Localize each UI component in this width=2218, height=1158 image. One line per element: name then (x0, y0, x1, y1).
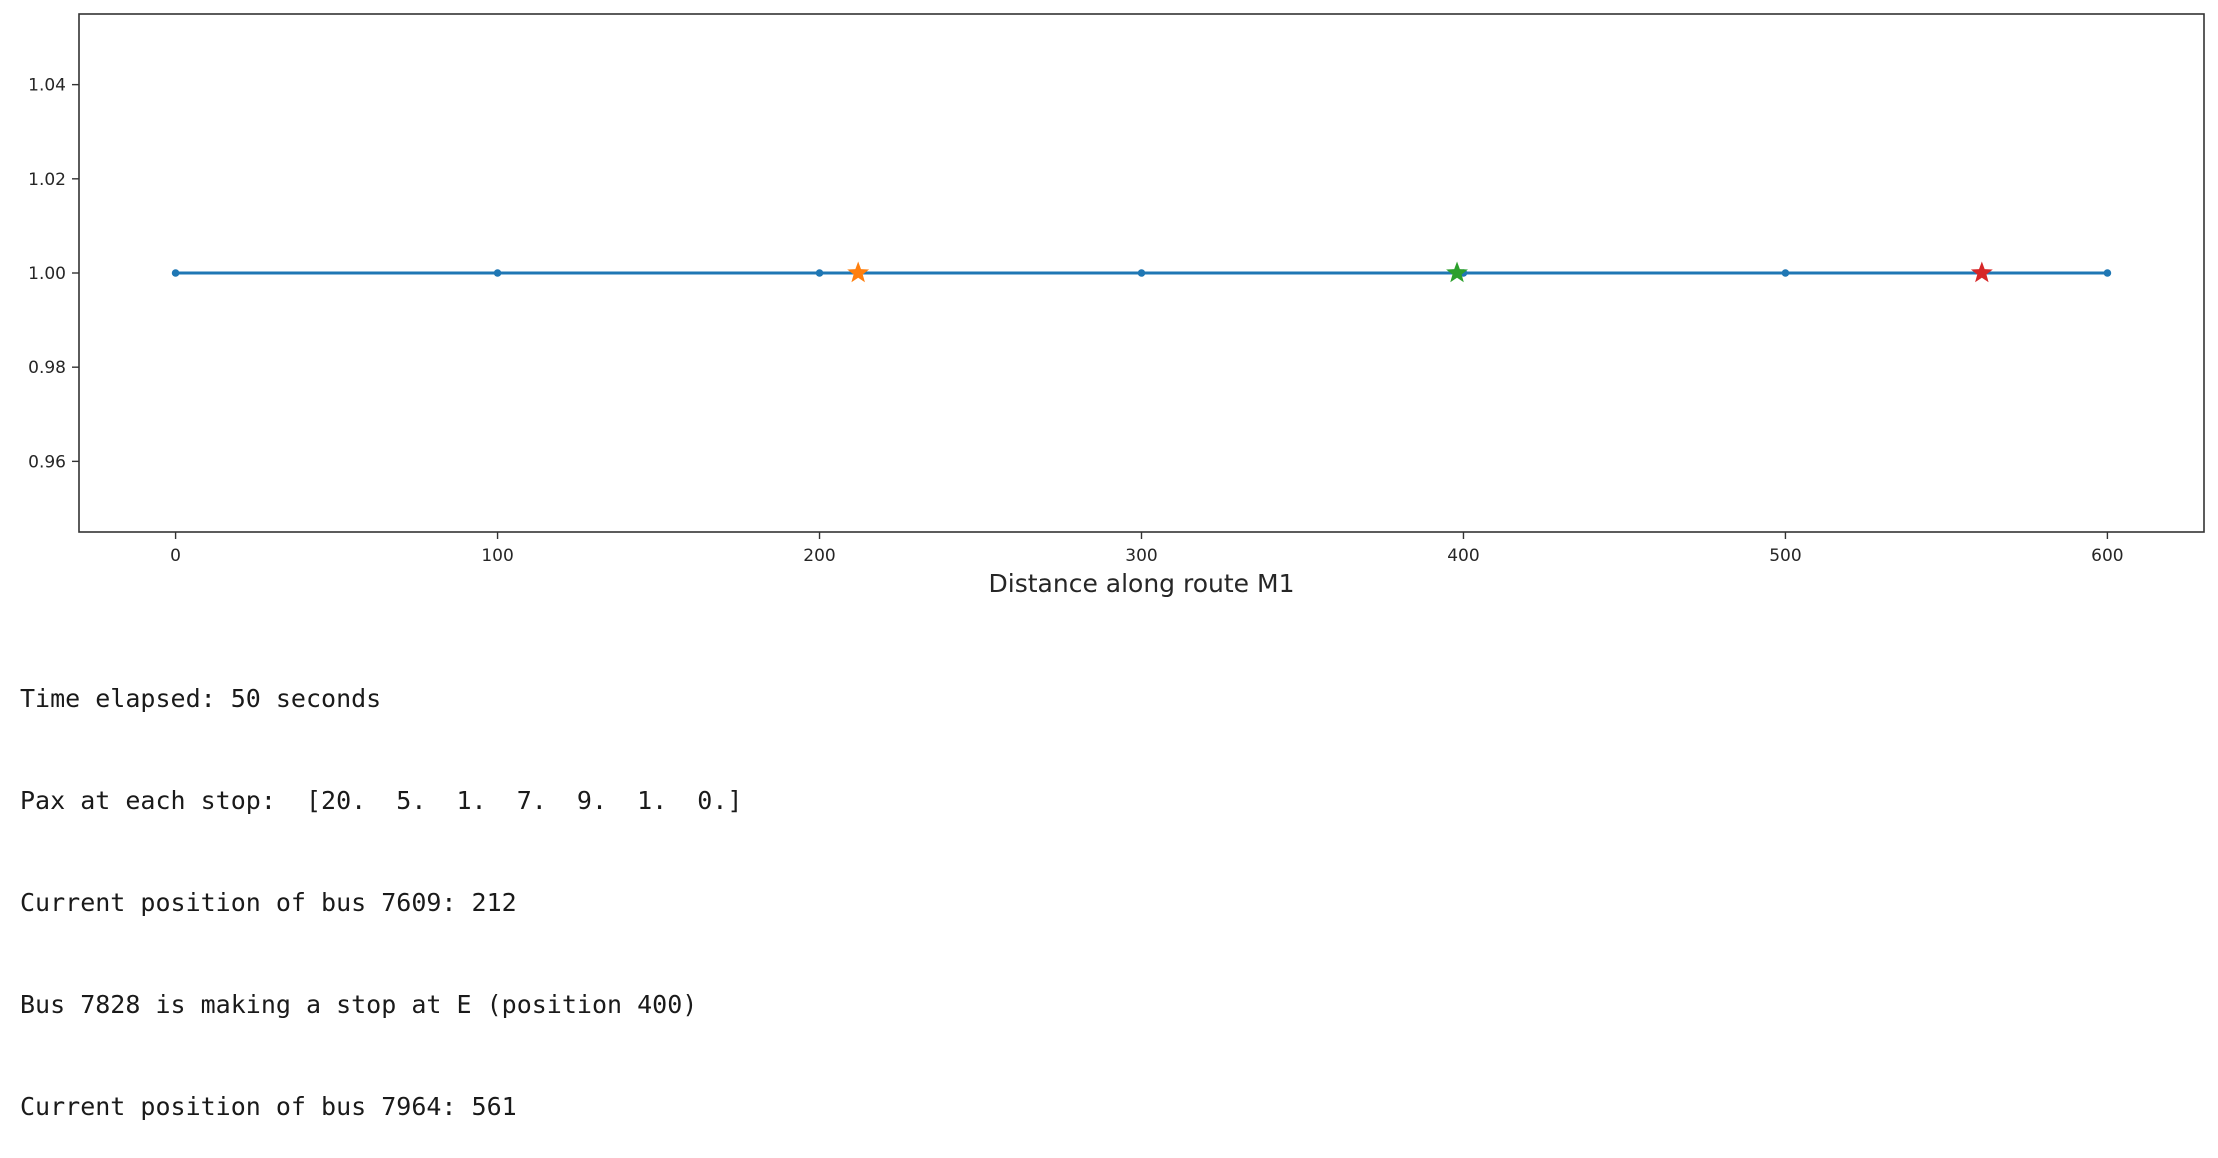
output-line-pax-at-stops: Pax at each stop: [20. 5. 1. 7. 9. 1. 0.… (20, 786, 743, 815)
stop-point (171, 269, 180, 277)
bus-marker-3 (1970, 261, 1993, 283)
x-tick-label: 400 (1447, 546, 1479, 566)
output-line-time-elapsed: Time elapsed: 50 seconds (20, 684, 382, 713)
output-line-bus-7609-position: Current position of bus 7609: 212 (20, 888, 517, 917)
y-tick-label: 0.96 (28, 452, 66, 472)
y-tick-label: 1.04 (28, 76, 66, 96)
output-line-bus-7828-stop: Bus 7828 is making a stop at E (position… (20, 990, 698, 1019)
y-tick-label: 0.98 (28, 358, 66, 378)
output-line-bus-7964-position: Current position of bus 7964: 561 (20, 1092, 517, 1121)
y-tick-label: 1.00 (28, 264, 66, 284)
stop-point (815, 269, 824, 277)
route-chart: 0 100 200 300 400 500 600 0.96 0.98 1.00 1.02 1.04 D… (28, 13, 2205, 598)
x-tick-label: 300 (1125, 546, 1157, 566)
stop-point (2103, 269, 2112, 277)
bus-marker-2 (1446, 261, 1468, 283)
y-tick-label: 1.02 (28, 170, 66, 190)
x-tick-label: 200 (803, 546, 835, 566)
bus-marker-1 (847, 261, 870, 283)
stop-point (1137, 269, 1146, 277)
x-tick-label: 500 (1769, 546, 1801, 566)
x-tick-label: 600 (2091, 546, 2123, 566)
x-tick-label: 0 (170, 546, 181, 566)
stop-point (1781, 269, 1790, 277)
console-output: Time elapsed: 50 seconds Pax at each sto… (20, 614, 742, 1158)
x-axis-label: Distance along route M1 (989, 569, 1295, 598)
stop-point (493, 269, 502, 277)
x-tick-label: 100 (481, 546, 513, 566)
